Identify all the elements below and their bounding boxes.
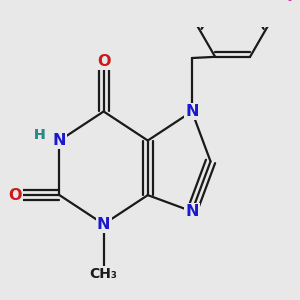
Text: O: O	[97, 54, 110, 69]
Text: N: N	[185, 204, 199, 219]
Text: N: N	[185, 104, 199, 119]
Text: O: O	[9, 188, 22, 202]
Text: N: N	[185, 204, 199, 219]
Text: F: F	[286, 0, 297, 4]
Text: N: N	[97, 217, 110, 232]
Text: N: N	[53, 133, 66, 148]
Text: O: O	[9, 188, 22, 202]
Text: N: N	[185, 104, 199, 119]
Text: N: N	[97, 217, 110, 232]
Text: CH₃: CH₃	[90, 267, 118, 281]
Text: H: H	[34, 128, 46, 142]
Text: H: H	[34, 128, 46, 142]
Text: O: O	[97, 54, 110, 69]
Text: N: N	[53, 133, 66, 148]
